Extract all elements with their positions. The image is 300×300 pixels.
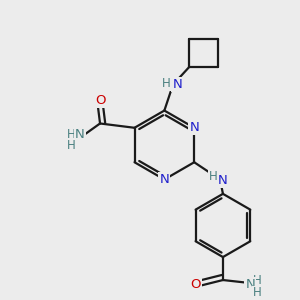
Text: H: H: [253, 286, 262, 299]
Text: N: N: [245, 278, 255, 291]
Text: H: H: [67, 128, 76, 142]
Text: N: N: [189, 121, 199, 134]
Text: N: N: [172, 78, 182, 91]
Text: O: O: [95, 94, 105, 107]
Text: H: H: [161, 77, 170, 90]
Text: H: H: [253, 274, 262, 287]
Text: H: H: [67, 139, 76, 152]
Text: N: N: [160, 173, 169, 186]
Text: N: N: [218, 174, 228, 188]
Text: N: N: [75, 128, 85, 141]
Text: H: H: [208, 170, 217, 183]
Text: O: O: [190, 278, 201, 291]
